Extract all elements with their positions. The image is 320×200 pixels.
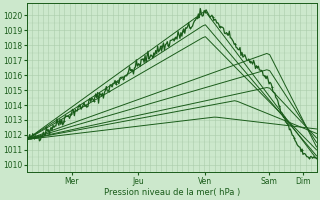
- X-axis label: Pression niveau de la mer( hPa ): Pression niveau de la mer( hPa ): [104, 188, 240, 197]
